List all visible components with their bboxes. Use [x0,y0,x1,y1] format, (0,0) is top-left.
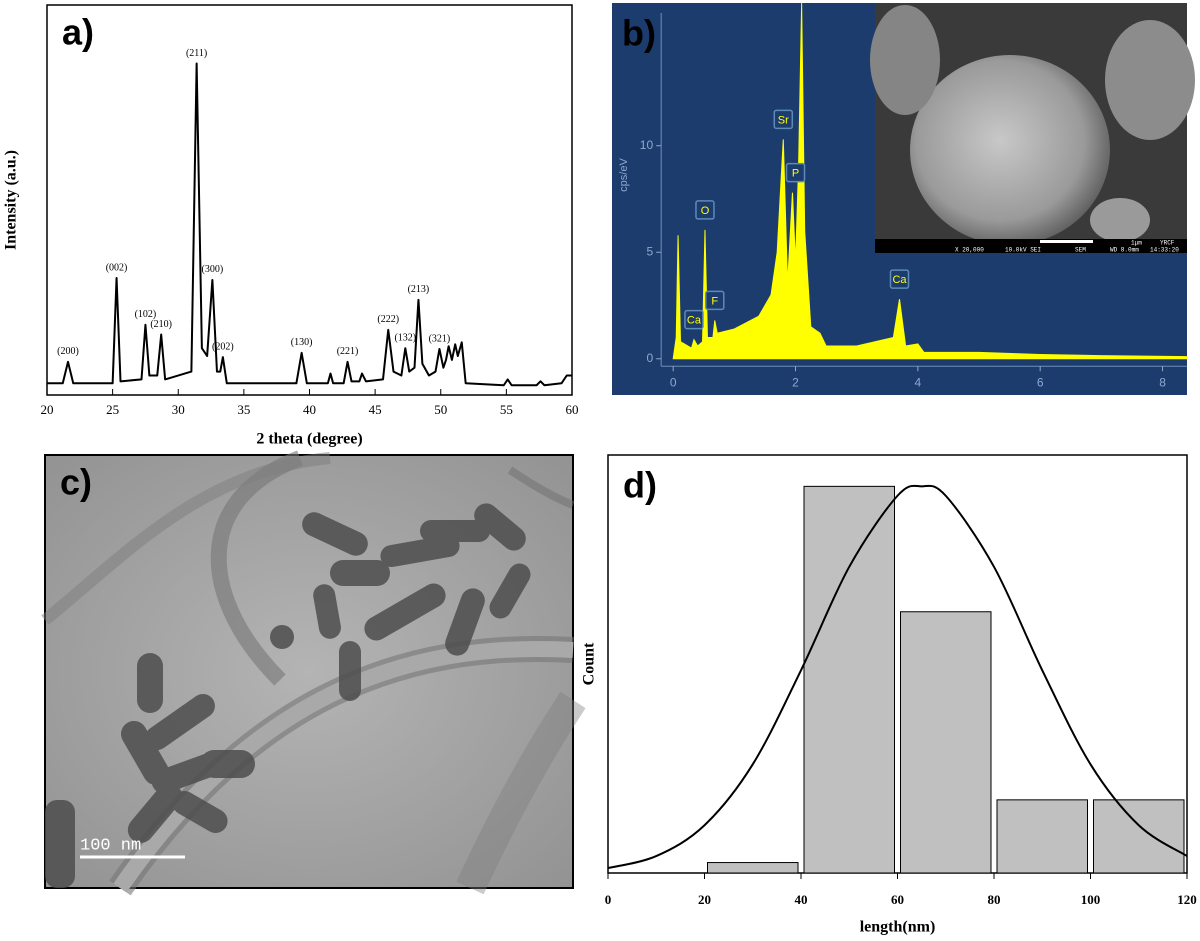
x-tick-label: 8 [1159,375,1166,389]
element-label: Ca [892,274,907,286]
y-tick-label: 0 [646,351,653,365]
x-tick-label: 25 [106,402,119,417]
element-box [773,109,794,130]
x-tick-label: 4 [915,375,922,389]
bar [1093,799,1185,874]
peak-label: (222) [377,314,399,325]
sem-text: 1μm [1131,240,1142,247]
sem-text: WD 8.0mm [1110,247,1139,254]
sem-text: X 20,000 [955,247,984,254]
x-tick-label: 100 [1081,892,1101,907]
element-label: Ca [687,315,702,327]
element-label: O [701,205,710,217]
element-label: Sr [778,114,789,126]
x-tick-label: 60 [891,892,904,907]
x-tick-label: 0 [605,892,612,907]
bar [900,611,992,874]
y-axis-label: cps/eV [618,158,630,192]
panel-label: a) [62,12,94,53]
x-tick-label: 45 [369,402,382,417]
peak-label: (202) [212,341,234,352]
x-tick-label: 6 [1037,375,1044,389]
sem-particle [870,5,940,115]
x-tick-label: 55 [500,402,513,417]
y-axis-label: Count [581,642,598,685]
element-label: F [711,295,718,307]
x-tick-label: 0 [670,375,677,389]
x-tick-label: 2 [792,375,799,389]
spectrum-area [672,2,1188,360]
bar [996,799,1088,874]
element-box [695,200,715,220]
scale-bar-label: 100 nm [80,836,141,855]
bar [707,862,799,874]
peak-label: (200) [57,346,79,357]
x-tick-label: 40 [795,892,808,907]
bar [803,485,895,874]
sem-particle [910,55,1110,245]
panel-label: c) [60,462,92,503]
xrd-line [47,62,572,387]
peak-label: (102) [135,309,157,320]
peak-label: (130) [291,337,313,348]
x-tick-label: 80 [988,892,1001,907]
x-tick-label: 60 [566,402,579,417]
peak-label: (321) [429,333,451,344]
x-tick-label: 30 [172,402,185,417]
peak-label: (211) [186,48,207,59]
sem-text: 10.0kV SEI [1005,247,1041,254]
panel-label: b) [622,13,656,54]
element-box [705,290,725,311]
element-box [785,162,806,183]
sem-text: YRCF [1160,240,1175,247]
sem-info-bar [875,239,1187,253]
peak-label: (213) [408,284,430,295]
peak-label: (221) [337,346,359,357]
panel-label: d) [623,465,657,506]
peak-label: (002) [106,262,128,273]
sem-inset: 1μm YRCF X 20,000 10.0kV SEI SEM WD 8.0mm 14:3… [870,3,1195,254]
element-box [684,309,704,330]
element-label: P [792,168,799,180]
x-tick-label: 20 [41,402,54,417]
sem-particle [1105,20,1195,140]
x-tick-label: 50 [434,402,447,417]
x-tick-label: 35 [237,402,250,417]
peak-label: (132) [394,332,416,343]
x-axis-label: 2 theta (degree) [256,431,362,448]
tem-image [41,450,586,896]
peak-label: (210) [150,319,172,330]
x-tick-label: 20 [698,892,711,907]
sem-text: 14:33:20 [1150,247,1179,254]
x-tick-label: 40 [303,402,316,417]
x-tick-label: 120 [1177,892,1197,907]
sem-particle [1090,198,1150,242]
peak-label: (300) [202,264,224,275]
y-tick-label: 10 [640,138,654,152]
y-axis-label: Intensity (a.u.) [3,150,20,250]
x-axis-label: length(nm) [860,919,936,936]
element-box [889,269,910,289]
y-tick-label: 5 [646,244,653,258]
sem-text: SEM [1075,247,1086,254]
fit-curve [607,484,1188,870]
